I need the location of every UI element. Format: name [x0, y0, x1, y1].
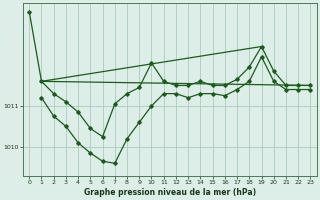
- X-axis label: Graphe pression niveau de la mer (hPa): Graphe pression niveau de la mer (hPa): [84, 188, 256, 197]
